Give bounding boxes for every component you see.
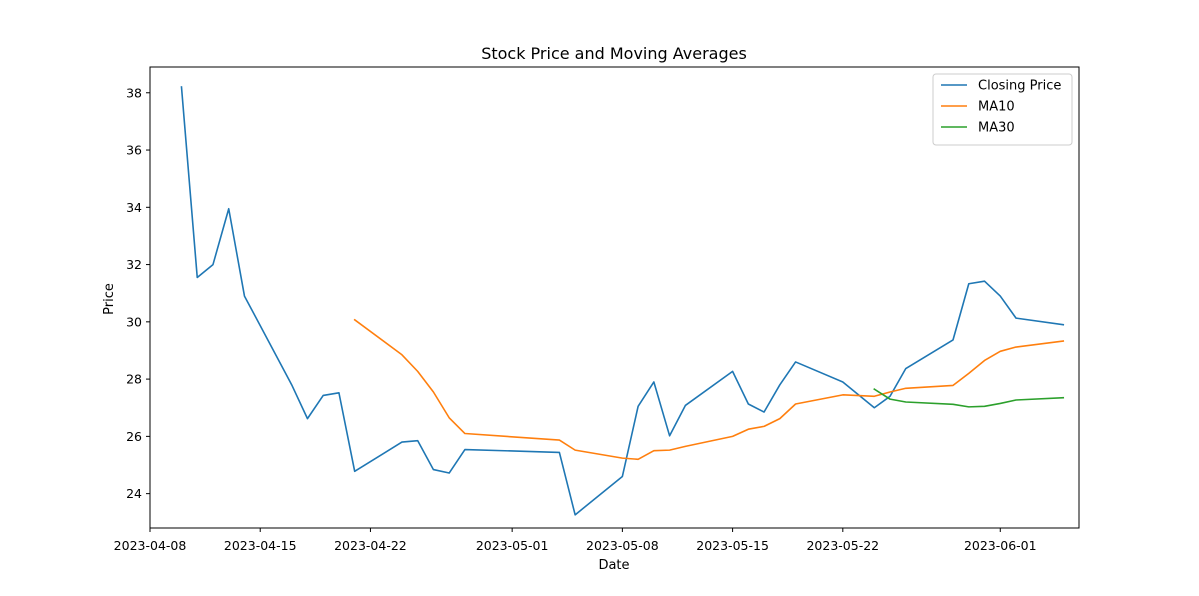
- y-axis-label: Price: [102, 283, 117, 315]
- plot-frame: [149, 66, 1080, 529]
- legend-label-ma10: MA10: [978, 100, 1015, 115]
- x-axis-label: Date: [598, 558, 629, 573]
- legend-label-ma30: MA30: [978, 121, 1015, 136]
- ticks-layer: 2023-04-08 2023-04-15 2023-04-22 2023-05-01…: [114, 85, 1037, 553]
- y-tick-label: 34: [126, 200, 142, 215]
- series-line-ma10: [353, 318, 1065, 461]
- x-tick-label: 2023-04-15: [224, 538, 297, 553]
- x-tick-label: 2023-05-15: [696, 538, 769, 553]
- y-tick-label: 32: [126, 257, 142, 272]
- legend-label-closing-price: Closing Price: [978, 79, 1061, 94]
- series-layer: [180, 86, 1065, 516]
- y-tick-label: 28: [126, 372, 142, 387]
- x-tick-label: 2023-04-22: [334, 538, 407, 553]
- legend-box: [932, 73, 1073, 146]
- x-tick-label: 2023-06-01: [964, 538, 1037, 553]
- x-tick-label: 2023-05-01: [476, 538, 549, 553]
- y-tick-label: 36: [126, 143, 142, 158]
- series-line-ma30: [873, 388, 1065, 408]
- x-tick-label: 2023-05-08: [586, 538, 659, 553]
- x-tick-label: 2023-04-08: [114, 538, 187, 553]
- x-tick-label: 2023-05-22: [806, 538, 879, 553]
- y-tick-label: 26: [126, 429, 142, 444]
- chart-title: Stock Price and Moving Averages: [481, 44, 747, 63]
- series-line-closing-price: [180, 86, 1065, 516]
- legend: Closing Price MA10 MA30: [932, 73, 1073, 146]
- y-tick-label: 38: [126, 85, 142, 100]
- y-tick-label: 24: [126, 486, 142, 501]
- y-tick-label: 30: [126, 314, 142, 329]
